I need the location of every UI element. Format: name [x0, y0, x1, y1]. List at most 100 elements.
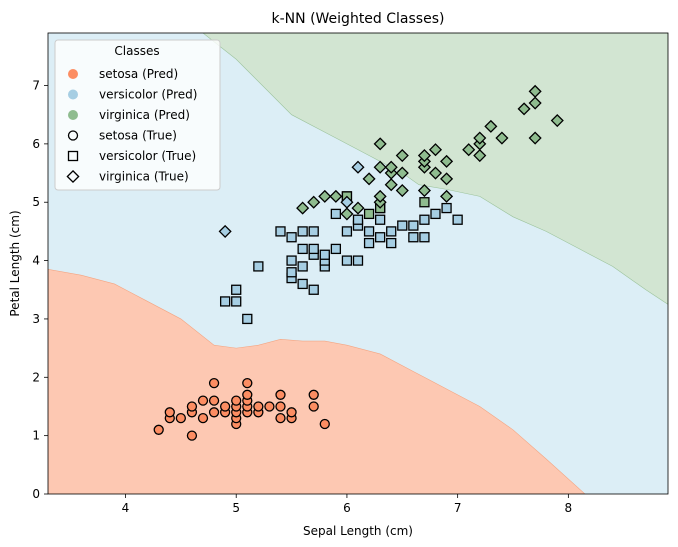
y-tick-label: 7 [32, 79, 40, 93]
point-virginica [384, 160, 398, 174]
point-virginica [528, 96, 542, 110]
point-versicolor [341, 226, 353, 237]
point-virginica [329, 189, 343, 203]
point-virginica [296, 201, 310, 215]
legend-marker [68, 89, 78, 100]
point-virginica [484, 119, 498, 133]
point-setosa [253, 401, 264, 412]
legend-label: setosa (True) [99, 129, 177, 143]
point-setosa [275, 412, 286, 424]
point-virginica [440, 189, 454, 203]
legend-item: setosa (True) [67, 129, 177, 143]
y-tick-label: 4 [32, 254, 40, 268]
point-versicolor [275, 226, 286, 237]
point-setosa [208, 395, 220, 406]
x-tick-label: 7 [454, 501, 462, 515]
point-virginica [351, 160, 365, 174]
point-virginica [528, 84, 542, 98]
point-versicolor [308, 243, 319, 255]
point-versicolor [231, 296, 242, 307]
point-virginica [351, 201, 365, 215]
point-setosa [275, 389, 286, 400]
point-versicolor [286, 232, 297, 243]
point-versicolor [286, 255, 297, 266]
point-versicolor [253, 261, 264, 272]
point-versicolor [441, 202, 452, 214]
point-versicolor [219, 296, 231, 307]
point-versicolor [231, 284, 242, 295]
point-setosa [242, 377, 253, 389]
legend-item: setosa (Pred) [68, 67, 178, 81]
point-versicolor [419, 197, 430, 208]
legend-label: versicolor (True) [99, 149, 196, 163]
data-points [153, 84, 564, 441]
point-virginica [395, 149, 409, 163]
point-virginica [318, 189, 332, 203]
point-versicolor [419, 214, 430, 225]
legend-marker [67, 150, 79, 162]
point-virginica [417, 184, 431, 198]
x-tick-label: 5 [232, 501, 240, 515]
legend-item: versicolor (True) [67, 149, 196, 163]
point-versicolor [419, 232, 430, 243]
point-setosa [164, 407, 175, 418]
point-versicolor [297, 261, 308, 272]
point-setosa [153, 424, 164, 435]
point-virginica [395, 166, 409, 180]
point-versicolor [397, 220, 408, 231]
point-versicolor [408, 232, 419, 243]
point-versicolor [341, 255, 353, 266]
point-versicolor [330, 243, 342, 255]
point-setosa [308, 389, 319, 400]
point-versicolor [374, 232, 386, 243]
point-versicolor [363, 237, 375, 249]
legend-marker [66, 169, 80, 184]
point-setosa [286, 407, 297, 418]
point-setosa [242, 389, 253, 400]
x-tick-label: 8 [565, 501, 573, 515]
chart-title: k-NN (Weighted Classes) [272, 11, 445, 27]
y-tick-label: 0 [32, 487, 40, 501]
legend-label: versicolor (Pred) [99, 88, 197, 102]
point-versicolor [452, 214, 463, 225]
point-virginica [340, 207, 354, 221]
point-virginica [362, 172, 376, 186]
point-versicolor [352, 255, 364, 266]
point-virginica [517, 102, 531, 116]
point-virginica [473, 131, 487, 145]
y-tick-label: 6 [32, 137, 40, 151]
point-setosa [175, 412, 187, 424]
plot-frame [47, 32, 669, 495]
point-versicolor [430, 208, 441, 220]
point-virginica [495, 131, 509, 145]
legend-items: setosa (Pred) versicolor (Pred) virginica … [66, 67, 197, 184]
x-axis-label: Sepal Length (cm) [303, 524, 413, 538]
point-setosa [264, 401, 275, 412]
point-setosa [275, 401, 286, 412]
point-versicolor [297, 243, 308, 255]
legend-label: virginica (True) [99, 170, 189, 184]
point-virginica [440, 154, 454, 168]
point-virginica [428, 143, 443, 157]
point-versicolor [286, 267, 297, 278]
point-versicolor [352, 214, 364, 225]
legend: Classes setosa (Pred) versicolor (Pred) vi… [54, 39, 221, 191]
point-virginica [384, 178, 398, 192]
point-setosa [208, 407, 220, 418]
legend-label: virginica (Pred) [99, 108, 190, 122]
point-versicolor [308, 226, 319, 237]
point-setosa [319, 418, 330, 430]
point-setosa [219, 401, 231, 412]
point-versicolor [297, 278, 308, 290]
point-virginica [373, 189, 387, 203]
y-tick-label: 3 [32, 312, 40, 326]
point-versicolor [408, 220, 419, 231]
point-versicolor [242, 313, 253, 325]
legend-marker [68, 110, 78, 120]
point-versicolor [330, 208, 342, 220]
point-setosa [231, 395, 242, 406]
point-virginica [395, 184, 409, 198]
point-versicolor [386, 237, 397, 249]
point-setosa [186, 430, 198, 441]
